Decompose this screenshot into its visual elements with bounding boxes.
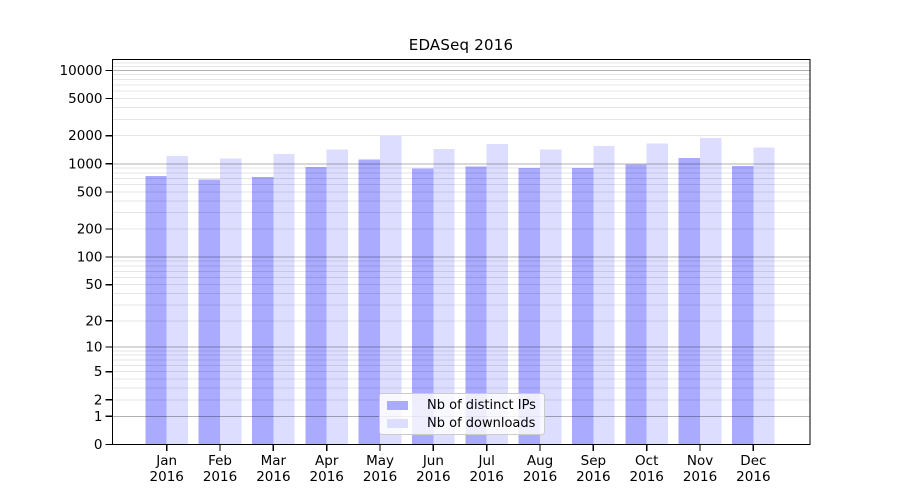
- bar-distinct-ips-apr: [305, 166, 327, 445]
- bar-distinct-ips-jul: [465, 166, 487, 445]
- bar-downloads-jul: [486, 143, 509, 445]
- x-tick-label-year: 2016: [576, 469, 610, 485]
- y-tick-label: 1000: [68, 156, 102, 172]
- bar-downloads-feb: [220, 158, 242, 445]
- bar-downloads-oct: [646, 143, 669, 445]
- x-tick-label-month: May: [366, 453, 394, 469]
- bar-distinct-ips-may: [358, 159, 381, 445]
- x-tick-label-year: 2016: [150, 469, 184, 485]
- x-tick-label-month: Mar: [261, 453, 287, 469]
- x-tick-label-year: 2016: [523, 469, 557, 485]
- bar-distinct-ips-jan: [145, 176, 167, 445]
- legend-label-distinct-ips: Nb of distinct IPs: [427, 397, 536, 413]
- x-tick-label-month: Oct: [635, 453, 658, 469]
- x-tick-label-month: Nov: [687, 453, 713, 469]
- x-tick-label-year: 2016: [310, 469, 344, 485]
- x-tick-label-year: 2016: [470, 469, 504, 485]
- legend-swatch-distinct-ips: [387, 400, 408, 410]
- bar-downloads-nov: [700, 138, 722, 445]
- bar-downloads-jun: [433, 149, 455, 445]
- legend-swatch-downloads: [387, 418, 408, 428]
- x-tick-label-year: 2016: [683, 469, 717, 485]
- x-tick-label-month: Apr: [315, 453, 339, 469]
- y-tick-label: 20: [85, 313, 102, 329]
- y-tick-label: 10: [85, 340, 102, 356]
- bar-downloads-aug: [540, 149, 562, 445]
- x-tick-label-year: 2016: [416, 469, 450, 485]
- y-tick-label: 10000: [60, 63, 103, 79]
- bar-distinct-ips-mar: [252, 177, 274, 445]
- x-tick-label-month: Feb: [208, 453, 232, 469]
- y-tick-label: 200: [77, 222, 103, 238]
- bar-distinct-ips-aug: [518, 167, 541, 445]
- bar-downloads-apr: [326, 149, 349, 445]
- bar-downloads-may: [380, 135, 402, 445]
- y-tick-label: 2000: [68, 128, 102, 144]
- bar-distinct-ips-feb: [198, 179, 221, 445]
- y-tick-label: 50: [85, 277, 102, 293]
- legend-item-downloads: Nb of downloads: [387, 416, 537, 431]
- y-tick-label: 1: [94, 409, 103, 425]
- bar-downloads-jan: [166, 155, 189, 445]
- y-tick-label: 2: [94, 392, 103, 408]
- y-tick-label: 5: [94, 364, 103, 380]
- bar-distinct-ips-dec: [732, 165, 754, 445]
- bar-downloads-mar: [273, 153, 295, 445]
- bar-distinct-ips-nov: [678, 157, 701, 445]
- bar-distinct-ips-oct: [625, 164, 647, 445]
- bar-downloads-sep: [593, 145, 615, 445]
- x-tick-label-month: Dec: [740, 453, 766, 469]
- y-tick-label: 5000: [68, 91, 102, 107]
- legend-label-downloads: Nb of downloads: [427, 415, 536, 431]
- x-tick-label-month: Jan: [155, 453, 177, 469]
- bar-distinct-ips-jun: [412, 168, 434, 445]
- bar-distinct-ips-sep: [572, 168, 594, 445]
- x-tick-label-year: 2016: [363, 469, 397, 485]
- axes-box: [111, 58, 811, 446]
- x-tick-label-month: Jul: [478, 453, 495, 469]
- y-tick-label: 100: [77, 250, 103, 266]
- legend-item-distinct-ips: Nb of distinct IPs: [387, 398, 537, 413]
- x-tick-label-month: Jun: [422, 453, 444, 469]
- bar-downloads-dec: [753, 147, 775, 445]
- x-tick-label-month: Aug: [527, 453, 553, 469]
- x-tick-label-year: 2016: [203, 469, 237, 485]
- chart-title: EDASeq 2016: [408, 36, 514, 54]
- y-tick-label: 500: [77, 184, 103, 200]
- x-tick-label-year: 2016: [630, 469, 664, 485]
- legend: Nb of distinct IPs Nb of downloads: [379, 393, 545, 435]
- x-tick-label-month: Sep: [581, 453, 606, 469]
- x-tick-label-year: 2016: [256, 469, 290, 485]
- x-tick-label-year: 2016: [736, 469, 770, 485]
- y-tick-label: 0: [94, 437, 103, 453]
